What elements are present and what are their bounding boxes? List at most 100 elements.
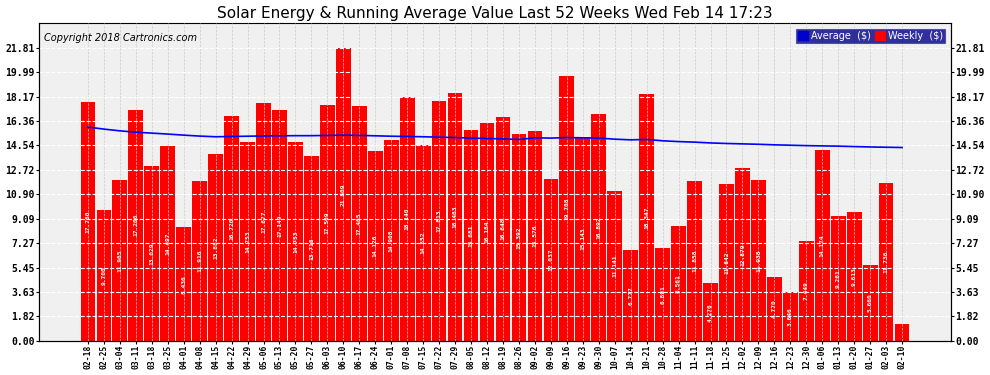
Bar xyxy=(831,216,845,341)
Text: 9.613: 9.613 xyxy=(851,267,856,286)
Bar xyxy=(113,180,127,341)
Text: 13.029: 13.029 xyxy=(149,242,154,264)
Text: 15.143: 15.143 xyxy=(580,228,585,251)
Bar xyxy=(895,324,910,341)
Text: 15.576: 15.576 xyxy=(533,225,538,248)
Bar xyxy=(863,265,877,341)
Text: 9.261: 9.261 xyxy=(836,269,841,288)
Bar xyxy=(384,140,399,341)
Text: 14.126: 14.126 xyxy=(373,235,378,257)
Bar xyxy=(767,277,782,341)
Bar xyxy=(416,145,431,341)
Bar xyxy=(671,226,686,341)
Bar xyxy=(624,250,638,341)
Text: 3.646: 3.646 xyxy=(788,307,793,326)
Bar xyxy=(575,137,590,341)
Text: 16.720: 16.720 xyxy=(229,217,234,240)
Text: 8.436: 8.436 xyxy=(181,275,186,294)
Bar xyxy=(703,284,718,341)
Text: 17.206: 17.206 xyxy=(134,214,139,237)
Text: 16.648: 16.648 xyxy=(501,218,506,240)
Text: 12.037: 12.037 xyxy=(548,249,553,271)
Text: 6.777: 6.777 xyxy=(629,286,634,305)
Text: 16.184: 16.184 xyxy=(484,221,489,243)
Text: 11.642: 11.642 xyxy=(724,251,729,274)
Text: 18.347: 18.347 xyxy=(644,206,649,229)
Bar xyxy=(608,191,622,341)
Text: 17.465: 17.465 xyxy=(356,212,361,235)
Text: 21.809: 21.809 xyxy=(341,183,346,206)
Bar xyxy=(304,156,319,341)
Bar xyxy=(751,180,766,341)
Bar xyxy=(352,106,366,341)
Text: 11.141: 11.141 xyxy=(612,255,617,277)
Bar xyxy=(160,146,175,341)
Text: 17.149: 17.149 xyxy=(277,214,282,237)
Bar xyxy=(783,292,798,341)
Bar xyxy=(736,168,749,341)
Text: 17.813: 17.813 xyxy=(437,210,442,232)
Bar xyxy=(640,94,654,341)
Text: 11.858: 11.858 xyxy=(692,250,697,272)
Title: Solar Energy & Running Average Value Last 52 Weeks Wed Feb 14 17:23: Solar Energy & Running Average Value Las… xyxy=(217,6,773,21)
Text: 4.770: 4.770 xyxy=(772,300,777,318)
Text: 17.677: 17.677 xyxy=(261,211,266,233)
Bar xyxy=(129,110,144,341)
Text: 7.449: 7.449 xyxy=(804,282,809,300)
Text: Copyright 2018 Cartronics.com: Copyright 2018 Cartronics.com xyxy=(44,33,197,43)
Bar xyxy=(224,116,239,341)
Text: 19.708: 19.708 xyxy=(564,197,569,220)
Bar xyxy=(544,179,558,341)
Bar xyxy=(176,228,191,341)
Text: 14.753: 14.753 xyxy=(293,231,298,253)
Text: 11.965: 11.965 xyxy=(118,249,123,272)
Text: 5.660: 5.660 xyxy=(867,294,872,312)
Text: 13.718: 13.718 xyxy=(309,237,314,260)
Bar xyxy=(815,150,830,341)
Text: 18.463: 18.463 xyxy=(452,206,457,228)
Text: 9.700: 9.700 xyxy=(101,266,106,285)
Bar xyxy=(799,241,814,341)
Text: 4.276: 4.276 xyxy=(708,303,713,321)
Bar xyxy=(336,48,350,341)
Text: 11.736: 11.736 xyxy=(884,251,889,273)
Bar xyxy=(272,110,287,341)
Bar xyxy=(80,102,95,341)
Text: 12.879: 12.879 xyxy=(740,243,744,266)
Bar xyxy=(320,105,335,341)
Bar xyxy=(463,130,478,341)
Bar xyxy=(480,123,494,341)
Text: 14.753: 14.753 xyxy=(246,231,250,253)
Text: 15.681: 15.681 xyxy=(468,224,473,247)
Bar xyxy=(512,134,527,341)
Legend: Average  ($), Weekly  ($): Average ($), Weekly ($) xyxy=(795,28,946,44)
Text: 17.760: 17.760 xyxy=(85,210,90,233)
Bar xyxy=(559,76,574,341)
Bar xyxy=(96,210,111,341)
Text: 17.509: 17.509 xyxy=(325,212,330,234)
Bar xyxy=(591,114,606,341)
Text: 14.497: 14.497 xyxy=(165,232,170,255)
Bar xyxy=(447,93,462,341)
Bar xyxy=(256,103,271,341)
Text: 13.882: 13.882 xyxy=(213,236,218,259)
Bar xyxy=(432,101,446,341)
Bar xyxy=(400,97,415,341)
Bar xyxy=(288,142,303,341)
Bar xyxy=(655,248,670,341)
Bar xyxy=(719,184,734,341)
Bar xyxy=(208,154,223,341)
Text: 18.140: 18.140 xyxy=(405,208,410,230)
Bar xyxy=(145,166,159,341)
Text: 14.174: 14.174 xyxy=(820,234,825,257)
Text: 15.392: 15.392 xyxy=(517,226,522,249)
Text: 14.552: 14.552 xyxy=(421,232,426,254)
Bar xyxy=(879,183,894,341)
Text: 8.561: 8.561 xyxy=(676,274,681,293)
Bar xyxy=(528,131,543,341)
Bar xyxy=(496,117,510,341)
Text: 6.891: 6.891 xyxy=(660,285,665,304)
Text: 11.938: 11.938 xyxy=(756,249,761,272)
Bar xyxy=(368,151,382,341)
Bar xyxy=(192,181,207,341)
